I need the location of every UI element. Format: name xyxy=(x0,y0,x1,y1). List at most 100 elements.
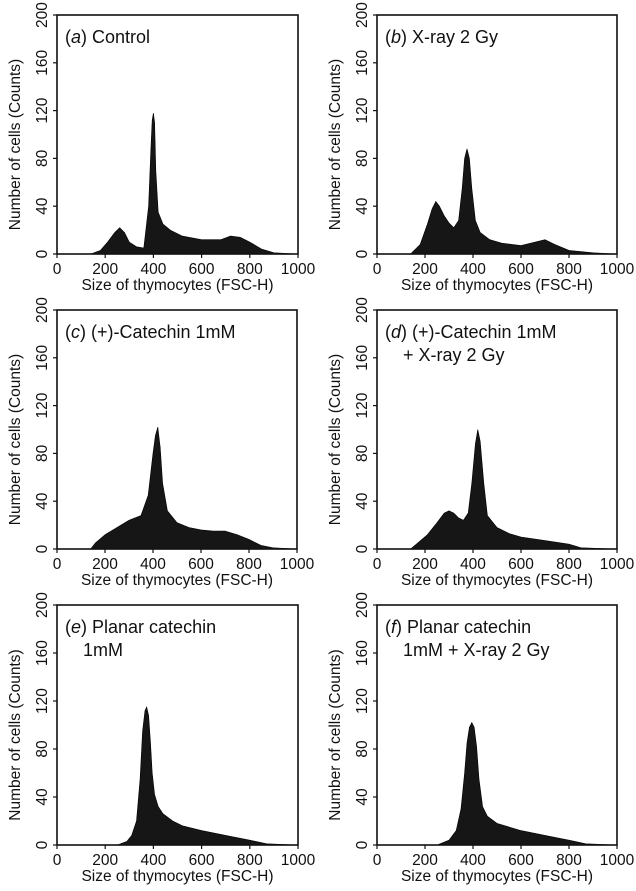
y-axis-title: Number of cells (Counts) xyxy=(7,649,24,820)
y-tick-label: 0 xyxy=(34,840,51,849)
x-axis-title: Size of thymocytes (FSC-H) xyxy=(81,572,273,589)
x-axis-title: Size of thymocytes (FSC-H) xyxy=(81,277,273,294)
y-tick-label: 200 xyxy=(354,2,371,28)
y-tick-label: 200 xyxy=(34,2,51,28)
y-tick-label: 80 xyxy=(34,740,51,758)
y-tick-label: 200 xyxy=(354,297,371,323)
histogram-d xyxy=(377,429,618,550)
plot-frame xyxy=(376,14,618,255)
panel-letter: e xyxy=(71,617,81,637)
plot-frame xyxy=(56,604,299,846)
panel-title: (f) Planar catechin xyxy=(385,617,531,637)
x-tick-label: 600 xyxy=(508,556,534,573)
panel-title-line2: 1mM xyxy=(83,640,123,660)
x-tick-label: 400 xyxy=(460,556,486,573)
y-tick-label: 80 xyxy=(34,444,51,462)
x-tick-label: 200 xyxy=(412,852,438,869)
x-tick-label: 600 xyxy=(189,261,215,278)
x-tick-label: 600 xyxy=(188,556,214,573)
panel-title-paren: ( xyxy=(385,617,391,637)
x-tick-label: 400 xyxy=(460,261,486,278)
x-tick-label: 200 xyxy=(92,852,118,869)
panel-letter: c xyxy=(71,322,80,342)
panel-title-paren: ( xyxy=(385,322,391,342)
y-tick-label: 160 xyxy=(354,640,371,666)
y-tick-label: 0 xyxy=(354,544,371,553)
y-tick-label: 80 xyxy=(354,149,371,167)
y-tick-label: 40 xyxy=(354,492,371,510)
panel-title-line2: 1mM + X-ray 2 Gy xyxy=(403,640,550,660)
panel-title-text: ) (+)-Catechin 1mM xyxy=(80,322,236,342)
panel-title-paren: ( xyxy=(65,27,71,47)
panel-title-line2: + X-ray 2 Gy xyxy=(403,345,505,365)
x-tick-label: 200 xyxy=(412,261,438,278)
x-tick-label: 0 xyxy=(53,556,62,573)
panel-title: (a) Control xyxy=(65,27,150,47)
y-tick-label: 80 xyxy=(354,740,371,758)
x-tick-label: 400 xyxy=(140,556,166,573)
panel-letter: b xyxy=(391,27,401,47)
x-tick-label: 1000 xyxy=(600,261,635,278)
y-tick-label: 40 xyxy=(34,788,51,806)
y-tick-label: 200 xyxy=(34,592,51,618)
y-tick-label: 200 xyxy=(354,592,371,618)
y-tick-label: 40 xyxy=(34,492,51,510)
histogram-b xyxy=(377,148,618,255)
y-tick-label: 120 xyxy=(34,97,51,123)
x-axis-title: Size of thymocytes (FSC-H) xyxy=(81,868,273,885)
y-tick-label: 40 xyxy=(34,197,51,215)
x-tick-label: 0 xyxy=(53,261,62,278)
y-tick-label: 160 xyxy=(354,49,371,75)
y-tick-label: 40 xyxy=(354,197,371,215)
panel-title: (d) (+)-Catechin 1mM xyxy=(385,322,557,342)
histogram-a xyxy=(57,112,299,255)
x-tick-label: 200 xyxy=(92,556,118,573)
y-tick-label: 160 xyxy=(34,640,51,666)
x-tick-label: 0 xyxy=(373,261,382,278)
y-axis-title: Number of cells (Counts) xyxy=(7,354,24,525)
x-tick-label: 400 xyxy=(140,261,166,278)
panel-title: (b) X-ray 2 Gy xyxy=(385,27,498,47)
panel-title-text: ) Control xyxy=(81,27,150,47)
panel-title-paren: ( xyxy=(385,27,391,47)
y-axis-title: Number of cells (Counts) xyxy=(327,354,344,525)
x-tick-label: 1000 xyxy=(600,556,635,573)
panel-letter: d xyxy=(391,322,402,342)
y-tick-label: 80 xyxy=(34,149,51,167)
panel-title-text: ) Planar catechin xyxy=(81,617,216,637)
x-tick-label: 1000 xyxy=(600,852,635,869)
x-tick-label: 0 xyxy=(53,852,62,869)
panel-title-paren: ( xyxy=(65,322,71,342)
histogram-f xyxy=(377,721,618,846)
x-tick-label: 0 xyxy=(373,852,382,869)
y-tick-label: 0 xyxy=(34,249,51,258)
x-tick-label: 800 xyxy=(236,556,262,573)
y-tick-label: 200 xyxy=(34,297,51,323)
x-tick-label: 800 xyxy=(556,556,582,573)
x-tick-label: 400 xyxy=(140,852,166,869)
plot-frame xyxy=(56,309,298,550)
y-tick-label: 120 xyxy=(354,688,371,714)
histogram-e xyxy=(57,706,299,846)
x-tick-label: 800 xyxy=(237,852,263,869)
x-tick-label: 1000 xyxy=(281,261,316,278)
x-tick-label: 200 xyxy=(412,556,438,573)
panel-title-text: ) (+)-Catechin 1mM xyxy=(401,322,557,342)
y-axis-title: Number of cells (Counts) xyxy=(327,649,344,820)
panel-title: (e) Planar catechin xyxy=(65,617,216,637)
x-tick-label: 800 xyxy=(237,261,263,278)
plot-frame xyxy=(376,604,618,846)
x-tick-label: 600 xyxy=(508,261,534,278)
y-tick-label: 80 xyxy=(354,444,371,462)
y-tick-label: 120 xyxy=(34,688,51,714)
x-tick-label: 0 xyxy=(373,556,382,573)
panel-title: (c) (+)-Catechin 1mM xyxy=(65,322,236,342)
y-axis-title: Number of cells (Counts) xyxy=(327,59,344,230)
x-axis-title: Size of thymocytes (FSC-H) xyxy=(401,277,593,294)
